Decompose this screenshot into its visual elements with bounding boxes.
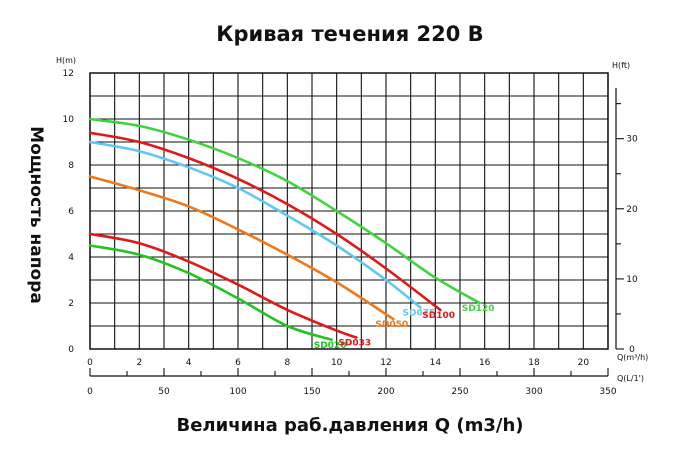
y-tick-label: 8 <box>68 161 74 171</box>
x2-tick-label: 50 <box>158 387 170 397</box>
x-tick-label: 4 <box>186 358 192 368</box>
y2-tick-label: 0 <box>629 345 635 355</box>
x2-tick-label: 250 <box>451 387 468 397</box>
x-axis-title: Величина раб.давления Q (m3/h) <box>176 415 524 436</box>
y-tick-label: 0 <box>68 345 74 355</box>
series-line-sd050 <box>88 175 395 321</box>
series-label-sd075: SD075 <box>403 309 436 319</box>
x2-tick-label: 350 <box>599 387 616 397</box>
plot-frame <box>89 72 609 350</box>
series-label-sd033: SD033 <box>338 339 371 349</box>
x2-tick-label: 200 <box>377 387 394 397</box>
series-label-sd050: SD050 <box>375 320 408 330</box>
x2-tick-label: 100 <box>229 387 246 397</box>
series-line-sd100 <box>88 131 442 312</box>
series-line-sd020 <box>88 244 333 342</box>
y2-unit-label: H(ft) <box>612 61 630 70</box>
x2-unit-label: Q(L/1') <box>617 374 644 383</box>
series-label-sd020: SD020 <box>314 341 347 351</box>
y-tick-label: 6 <box>68 207 74 217</box>
x2-tick-label: 0 <box>87 387 93 397</box>
series-line-sd120 <box>88 117 481 305</box>
x-tick-label: 8 <box>284 358 290 368</box>
y-tick-label: 12 <box>63 69 74 79</box>
axes: 0 2 4 6 8 10 12 0 2 4 6 8 10 12 14 16 18 20 H(m) H(ft) Q(m³/… <box>56 56 648 397</box>
y2-tick-label: 30 <box>626 135 638 145</box>
y2-tick-label: 20 <box>626 205 638 215</box>
x2-tick-label: 300 <box>525 387 542 397</box>
x-unit-label: Q(m³/h) <box>617 353 648 362</box>
y2-tick-label: 10 <box>626 275 638 285</box>
series-label-sd120: SD120 <box>462 304 495 314</box>
series-label-sd100: SD100 <box>422 311 455 321</box>
x-tick-label: 16 <box>479 358 491 368</box>
x2-tick-label: 150 <box>303 387 320 397</box>
y-unit-label: H(m) <box>56 56 76 65</box>
chart-title: Кривая течения 220 В <box>216 22 484 46</box>
x-tick-label: 6 <box>235 358 241 368</box>
y-tick-label: 4 <box>68 253 74 263</box>
grid <box>89 72 609 350</box>
x-tick-label: 2 <box>136 358 142 368</box>
x-tick-label: 20 <box>578 358 590 368</box>
x-tick-label: 18 <box>528 358 540 368</box>
y-tick-label: 2 <box>68 299 74 309</box>
x-tick-label: 0 <box>87 358 93 368</box>
x-tick-label: 14 <box>430 358 442 368</box>
series-line-sd075 <box>88 140 422 309</box>
y-tick-label: 10 <box>63 115 75 125</box>
series-lines <box>88 117 481 342</box>
x-tick-label: 10 <box>331 358 343 368</box>
series-line-sd033 <box>88 232 358 339</box>
x-tick-label: 12 <box>380 358 391 368</box>
